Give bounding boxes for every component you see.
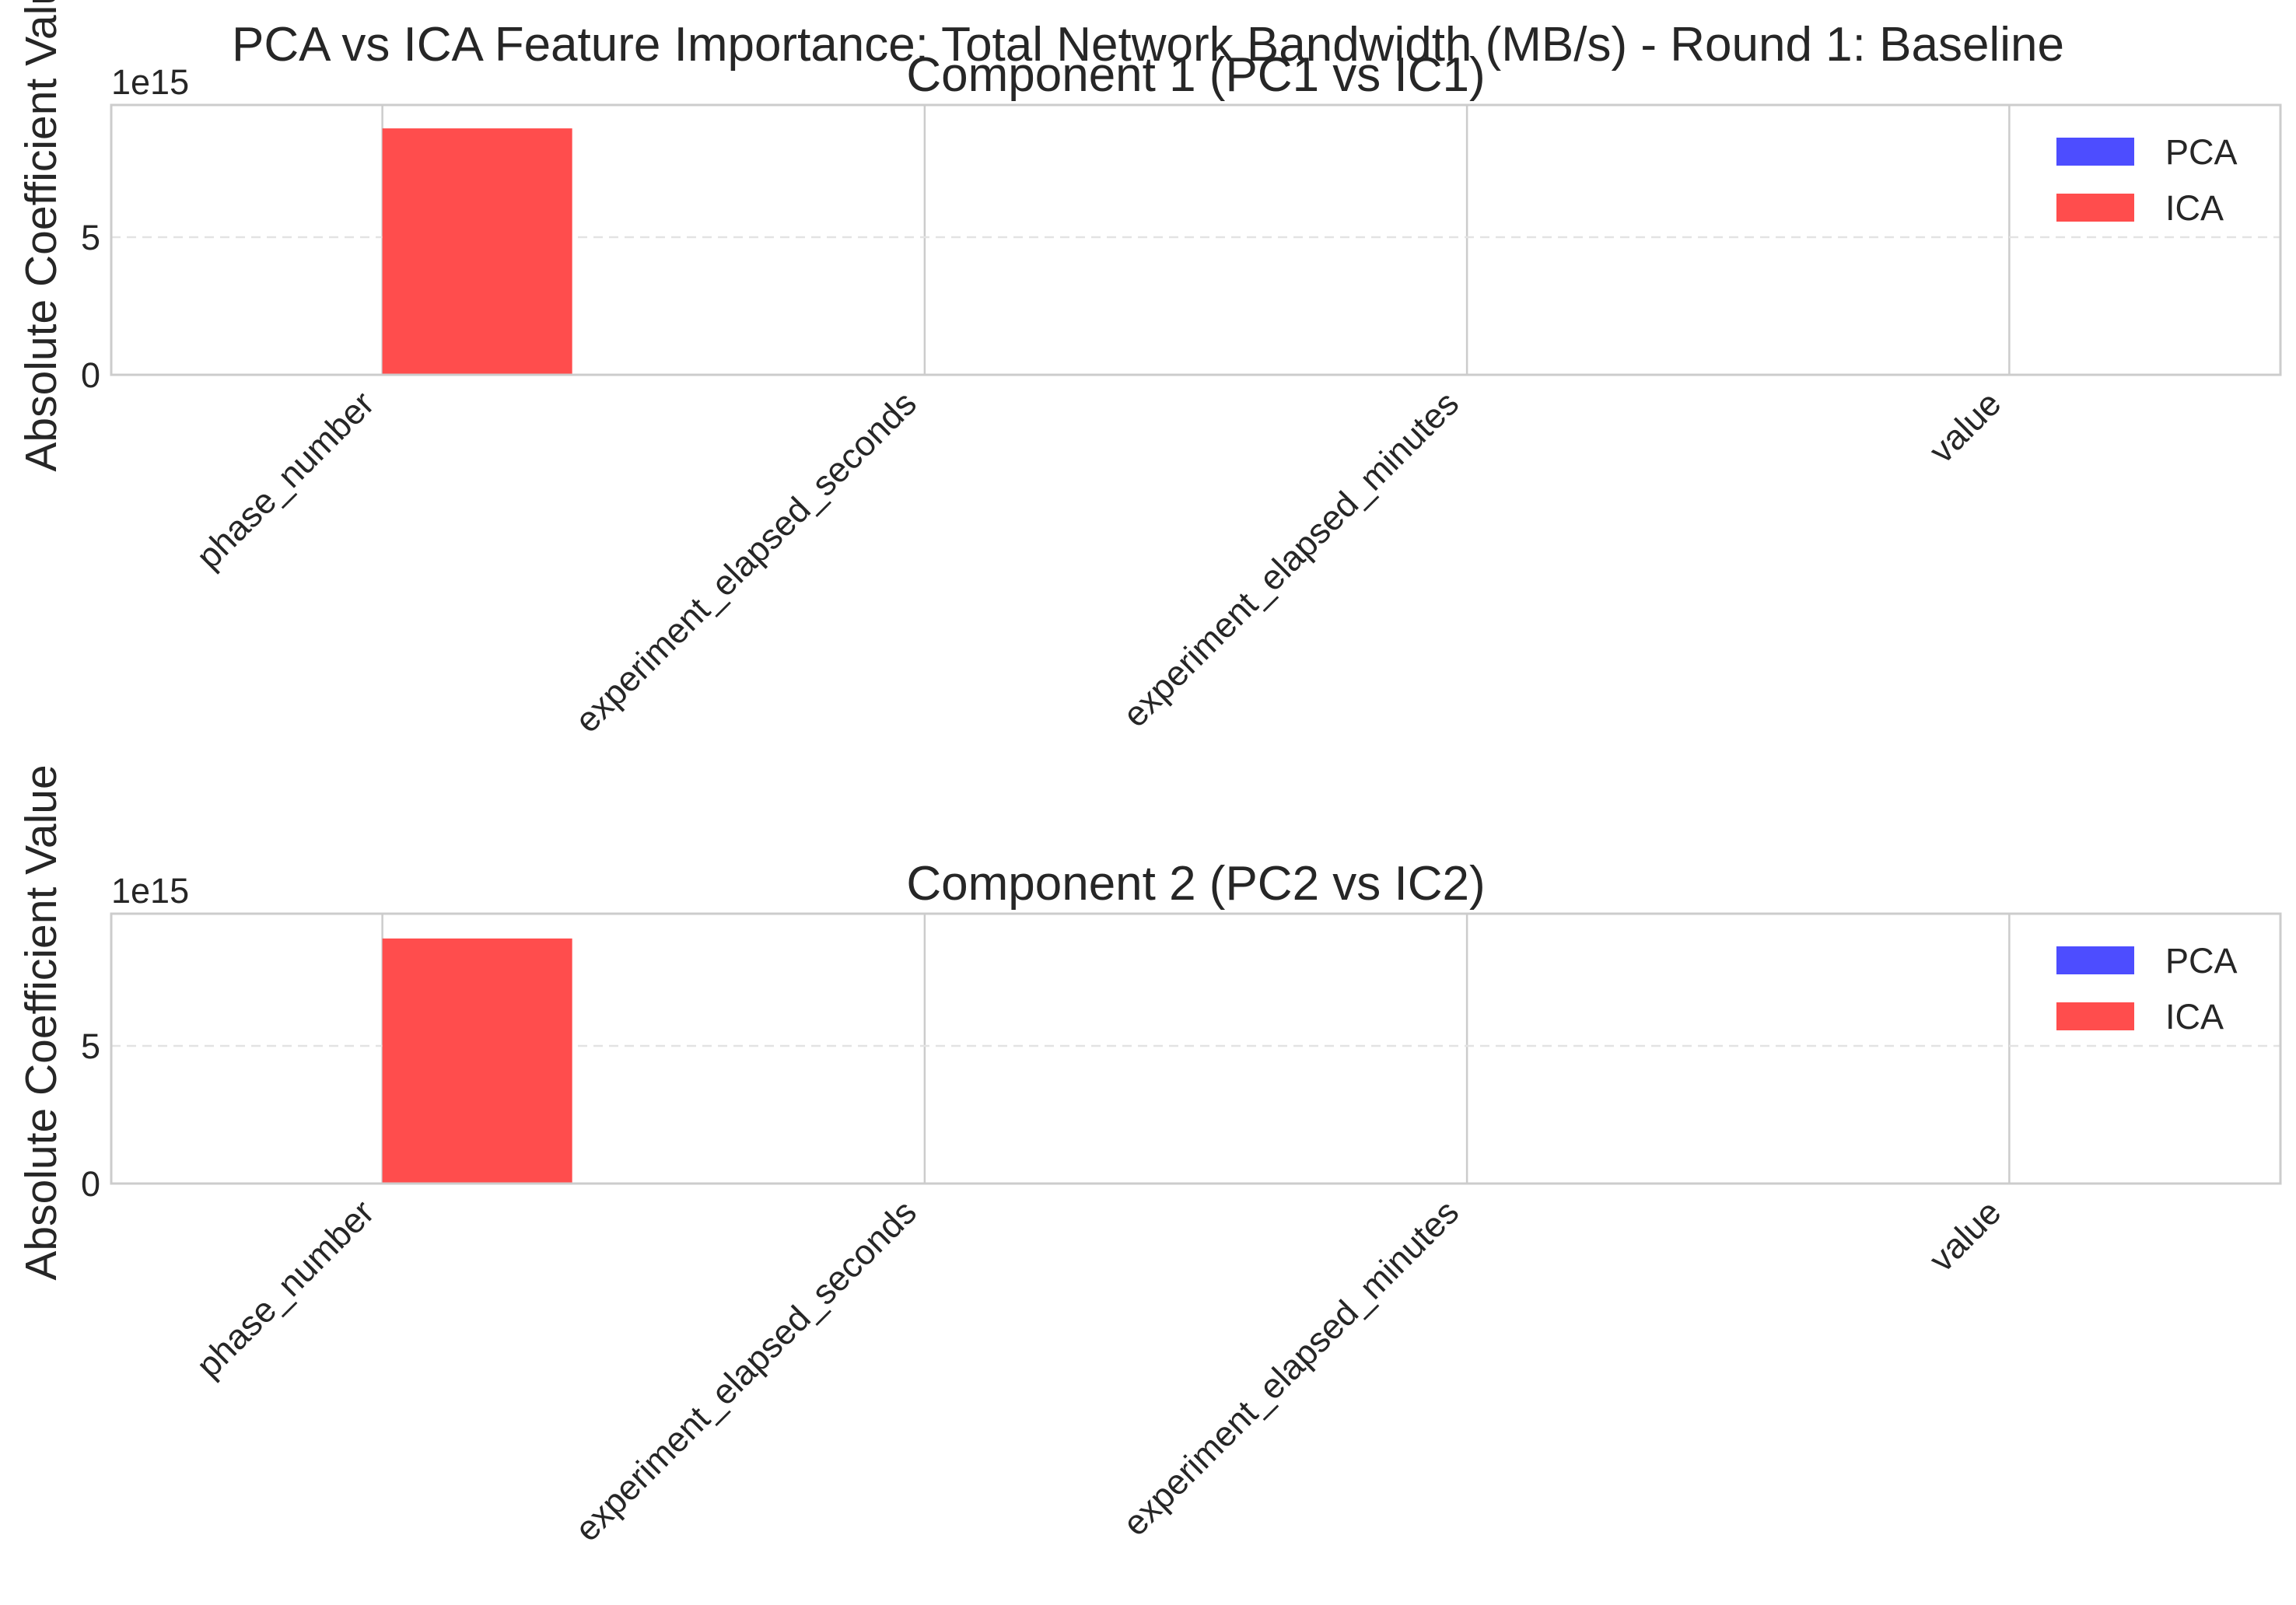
x-tick-label: phase_number [188,383,381,576]
y-offset-label: 1e15 [111,62,189,102]
y-tick-label: 5 [81,218,100,257]
x-tick-label: phase_number [188,1192,381,1385]
plot-frame [110,103,2282,376]
bar-ica-phase_number [382,128,572,376]
x-tick-label: value [1921,1192,2008,1279]
panel-component-2: Component 2 (PC2 vs IC2) Absolute Coeffi… [16,764,2282,1549]
x-tick-label: value [1921,383,2008,470]
y-axis-label: Absolute Coefficient Value [16,0,66,472]
panel-title: Component 1 (PC1 vs IC1) [906,48,1485,102]
figure-title: PCA vs ICA Feature Importance: Total Net… [232,18,2064,72]
panel-component-1: Component 1 (PC1 vs IC1) Absolute Coeffi… [16,0,2282,740]
legend-swatch-ica [2056,194,2134,222]
x-tick-label: experiment_elapsed_minutes [1115,1192,1466,1544]
legend-label-pca: PCA [2165,132,2238,172]
x-tick-label: experiment_elapsed_seconds [567,383,924,740]
bar-ica-phase_number [382,938,572,1184]
legend-swatch-pca [2056,946,2134,974]
legend-label-ica: ICA [2165,997,2224,1037]
y-tick-label: 5 [81,1026,100,1066]
x-tick-label: experiment_elapsed_minutes [1115,383,1466,735]
legend-swatch-ica [2056,1002,2134,1030]
legend-label-ica: ICA [2165,188,2224,228]
y-tick-label: 0 [81,355,100,395]
plot-frame [110,912,2282,1185]
legend-swatch-pca [2056,138,2134,166]
x-tick-label: experiment_elapsed_seconds [567,1192,924,1549]
y-axis-label: Absolute Coefficient Value [16,764,66,1280]
y-tick-label: 0 [81,1164,100,1204]
legend-label-pca: PCA [2165,941,2238,981]
panel-title: Component 2 (PC2 vs IC2) [906,857,1485,911]
y-offset-label: 1e15 [111,871,189,911]
